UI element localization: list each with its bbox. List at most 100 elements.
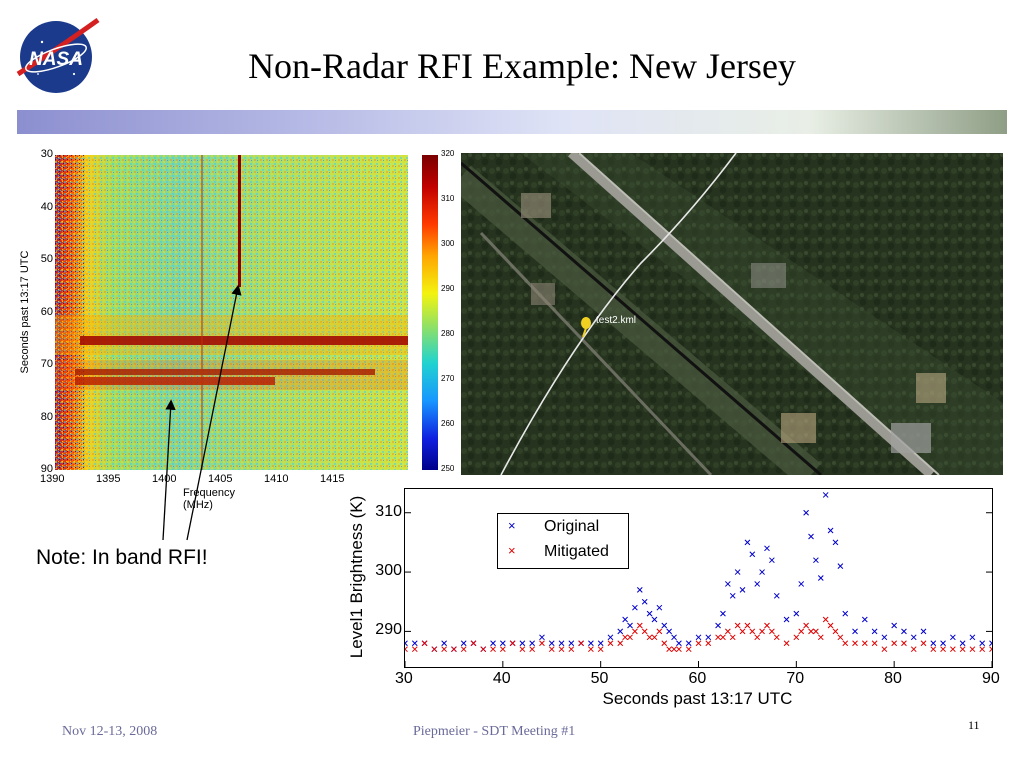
mitigated-point xyxy=(793,634,800,641)
mitigated-point xyxy=(641,628,648,635)
mitigated-point xyxy=(632,628,638,635)
satellite-map: test2.kml xyxy=(451,149,1003,487)
mitigated-point xyxy=(421,640,428,647)
chart-xlabel: Seconds past 13:17 UTC xyxy=(602,689,793,708)
mitigated-point xyxy=(754,634,761,641)
mitigated-point xyxy=(661,640,668,647)
mitigated-point xyxy=(490,646,496,653)
original-point xyxy=(852,628,858,635)
mitigated-point xyxy=(798,628,805,635)
mitigated-point xyxy=(891,640,898,647)
mitigated-point xyxy=(627,634,633,641)
mitigated-point xyxy=(808,628,814,635)
original-point xyxy=(827,527,834,534)
original-point xyxy=(695,634,702,641)
map-marker-label: test2.kml xyxy=(596,315,636,326)
spectrogram-ytick: 30 xyxy=(40,148,53,160)
original-point xyxy=(881,634,888,641)
mitigated-point xyxy=(749,628,756,635)
original-point xyxy=(720,610,726,617)
map-marker-icon xyxy=(581,317,591,338)
original-point xyxy=(950,634,956,641)
mitigated-point xyxy=(813,628,819,635)
spectrogram-ytick: 50 xyxy=(40,253,53,265)
nasa-logo: NASA xyxy=(12,12,102,98)
original-point xyxy=(837,563,844,569)
mitigated-point xyxy=(480,646,487,653)
spectrogram-xtick: 1400 xyxy=(152,473,177,485)
original-point xyxy=(548,640,555,647)
colorbar-tick: 250 xyxy=(441,464,455,473)
mitigated-point xyxy=(529,646,536,653)
mitigated-point xyxy=(734,622,741,629)
mitigated-point xyxy=(959,646,966,653)
original-point xyxy=(490,640,496,647)
original-point xyxy=(910,634,917,641)
original-point xyxy=(773,592,780,599)
colorbar-tick: 300 xyxy=(441,239,455,248)
original-point xyxy=(519,640,526,647)
footer-date: Nov 12-13, 2008 xyxy=(62,724,158,739)
original-point xyxy=(661,622,668,629)
mitigated-point xyxy=(822,616,829,623)
legend-original-label: Original xyxy=(544,518,600,535)
mitigated-point xyxy=(827,622,834,629)
mitigated-point xyxy=(646,634,653,641)
page-number: 11 xyxy=(968,718,980,732)
nasa-logo-text: NASA xyxy=(29,49,83,70)
legend-mitigated-label: Mitigated xyxy=(544,543,609,560)
chart-xtick: 60 xyxy=(688,670,707,687)
mitigated-point xyxy=(930,646,937,653)
mitigated-point xyxy=(881,646,888,653)
original-point xyxy=(588,640,594,647)
mitigated-point xyxy=(715,634,721,641)
spectrogram-ytick: 90 xyxy=(40,463,53,475)
mitigated-point xyxy=(910,646,917,653)
original-point xyxy=(871,628,878,635)
original-point xyxy=(729,592,736,599)
original-point xyxy=(636,587,643,593)
original-point xyxy=(920,628,927,635)
colorbar-tick: 260 xyxy=(441,419,455,428)
mitigated-point xyxy=(861,640,868,647)
original-point xyxy=(597,640,604,647)
mitigated-point xyxy=(411,646,418,653)
mitigated-point xyxy=(597,646,604,653)
original-point xyxy=(817,575,824,581)
mitigated-point xyxy=(759,628,765,635)
original-point xyxy=(622,616,628,623)
original-point xyxy=(671,634,677,641)
original-point xyxy=(959,640,966,647)
original-point xyxy=(793,610,800,617)
original-point xyxy=(411,640,418,647)
chart-xtick: 70 xyxy=(786,670,805,687)
mitigated-point xyxy=(769,628,775,635)
mitigated-point xyxy=(950,646,956,653)
mitigated-point xyxy=(764,622,770,629)
mitigated-point xyxy=(607,640,614,647)
original-point xyxy=(641,598,648,605)
original-point xyxy=(749,551,756,558)
spectrogram-ytick: 40 xyxy=(40,200,53,213)
colorbar-tick: 310 xyxy=(441,194,455,203)
mitigated-point xyxy=(568,646,575,653)
mitigated-point xyxy=(666,646,673,653)
colorbar xyxy=(422,155,438,470)
mitigated-point xyxy=(622,634,628,641)
spectrogram-xtick: 1405 xyxy=(208,473,233,485)
original-point xyxy=(764,545,770,552)
original-point xyxy=(705,634,712,641)
mitigated-point xyxy=(509,640,516,647)
mitigated-point xyxy=(499,646,506,653)
original-point xyxy=(842,610,849,617)
colorbar-tick: 270 xyxy=(441,374,455,383)
mitigated-point xyxy=(724,628,731,635)
mitigated-point xyxy=(832,628,839,635)
mitigated-point xyxy=(519,646,526,653)
original-point xyxy=(558,640,565,647)
original-point xyxy=(783,616,790,623)
original-point xyxy=(822,492,829,498)
mitigated-point xyxy=(548,646,555,653)
original-point xyxy=(901,628,907,635)
